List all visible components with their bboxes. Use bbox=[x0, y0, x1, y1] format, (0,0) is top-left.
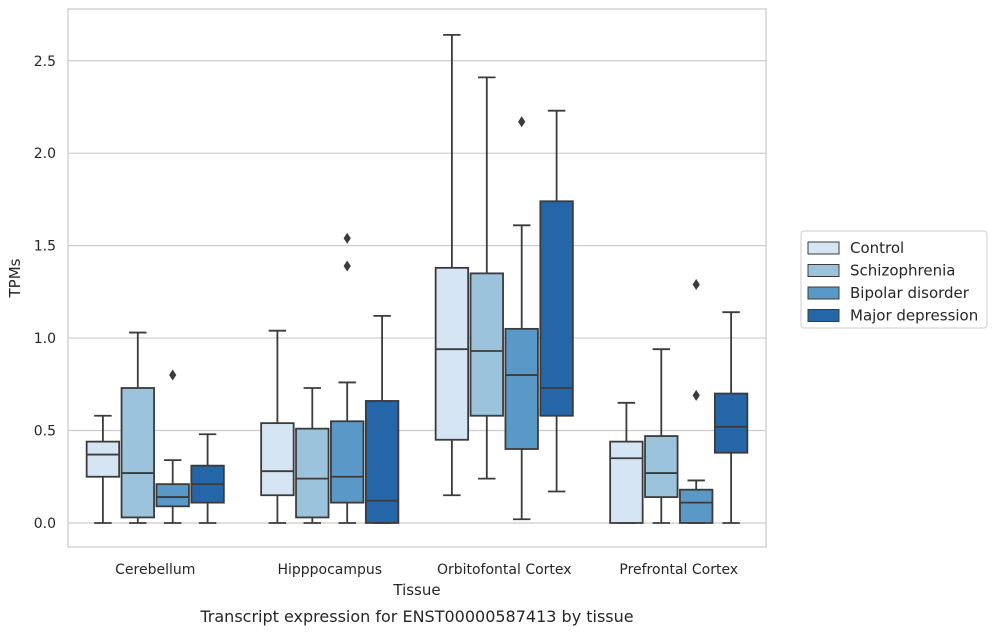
legend-swatch bbox=[807, 241, 840, 255]
y-axis-ticks: 0.0 0.5 1.0 1.5 2.0 2.5 bbox=[34, 54, 56, 532]
outlier-point bbox=[518, 116, 526, 128]
x-axis-label: Tissue bbox=[392, 581, 440, 599]
grid-lines bbox=[68, 60, 766, 524]
outlier-point bbox=[343, 260, 351, 272]
legend: Control Schizophrenia Bipolar disorder Majo… bbox=[800, 230, 988, 329]
box-group bbox=[364, 315, 400, 524]
legend-frame bbox=[800, 230, 988, 329]
box-iqr bbox=[469, 272, 504, 417]
box-iqr bbox=[504, 327, 539, 450]
x-axis-ticks: Cerebellum Hipppocampus Orbitofontal Corte… bbox=[115, 562, 738, 578]
legend-swatch bbox=[807, 264, 840, 277]
y-tick-label: 2.5 bbox=[34, 54, 56, 70]
y-axis-label: TPMs bbox=[6, 258, 24, 298]
outlier-point bbox=[692, 278, 700, 290]
box-iqr bbox=[609, 440, 644, 524]
box-group bbox=[434, 33, 470, 497]
box-group bbox=[120, 331, 155, 524]
outlier-point bbox=[343, 232, 351, 244]
box-iqr bbox=[85, 440, 121, 478]
outlier-point bbox=[169, 369, 177, 381]
legend-entry-label: Control bbox=[850, 239, 904, 257]
y-tick-label: 1.0 bbox=[34, 331, 56, 347]
box-group bbox=[155, 369, 190, 524]
box-group bbox=[713, 311, 749, 524]
box-group bbox=[85, 414, 121, 524]
y-tick-label: 2.0 bbox=[34, 146, 56, 162]
box-iqr bbox=[713, 392, 749, 454]
legend-entry-label: Bipolar disorder bbox=[850, 284, 970, 302]
box-group bbox=[330, 232, 365, 524]
box-group bbox=[679, 278, 714, 524]
x-tick-label: Cerebellum bbox=[115, 562, 195, 578]
x-tick-label: Hipppocampus bbox=[277, 562, 382, 578]
box-iqr bbox=[644, 435, 679, 498]
box-group bbox=[644, 348, 679, 524]
box-iqr bbox=[295, 427, 330, 519]
box-group bbox=[190, 433, 225, 524]
box-group bbox=[469, 76, 504, 480]
plot-area-frame bbox=[67, 8, 767, 548]
box-iqr bbox=[260, 422, 295, 497]
box-iqr bbox=[434, 266, 470, 441]
y-tick-label: 0.5 bbox=[34, 424, 56, 440]
plot-boxes bbox=[85, 33, 749, 524]
legend-swatch bbox=[807, 309, 840, 322]
box-group bbox=[539, 109, 574, 493]
box-iqr bbox=[120, 387, 155, 519]
box-group bbox=[295, 387, 330, 524]
box-iqr bbox=[539, 200, 574, 417]
box-iqr bbox=[330, 420, 365, 504]
x-tick-label: Orbitofontal Cortex bbox=[437, 562, 572, 578]
box-group bbox=[609, 401, 644, 524]
box-iqr bbox=[679, 488, 714, 524]
x-tick-label: Prefrontal Cortex bbox=[619, 562, 738, 578]
box-group bbox=[504, 116, 539, 521]
chart-caption: Transcript expression for ENST0000058741… bbox=[199, 607, 633, 626]
box-group bbox=[260, 329, 295, 524]
legend-entry-label: Schizophrenia bbox=[850, 262, 955, 280]
outlier-point bbox=[692, 389, 700, 401]
y-tick-label: 1.5 bbox=[34, 239, 56, 255]
box-iqr bbox=[364, 400, 400, 524]
legend-entry-label: Major depression bbox=[850, 307, 978, 325]
y-tick-label: 0.0 bbox=[34, 516, 56, 532]
box-iqr bbox=[155, 483, 190, 508]
legend-swatch bbox=[807, 286, 840, 300]
